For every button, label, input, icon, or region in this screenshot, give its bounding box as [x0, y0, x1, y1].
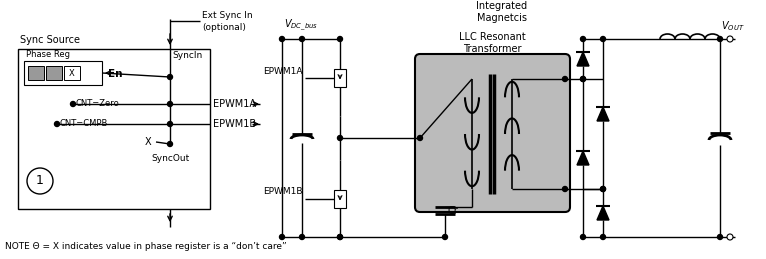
Polygon shape	[577, 151, 589, 165]
Circle shape	[300, 234, 305, 240]
Text: CNT=CMPB: CNT=CMPB	[60, 119, 108, 128]
Circle shape	[443, 234, 447, 240]
FancyBboxPatch shape	[334, 68, 346, 87]
Polygon shape	[597, 107, 609, 121]
Circle shape	[300, 37, 305, 41]
Circle shape	[727, 36, 733, 42]
Text: SyncIn: SyncIn	[172, 51, 202, 60]
Circle shape	[727, 234, 733, 240]
Circle shape	[601, 186, 605, 191]
Circle shape	[54, 121, 60, 126]
Circle shape	[417, 135, 423, 140]
Circle shape	[581, 76, 585, 82]
Text: $V_{DC\_bus}$: $V_{DC\_bus}$	[284, 18, 318, 33]
Text: SyncOut: SyncOut	[151, 154, 189, 163]
Circle shape	[27, 168, 53, 194]
Circle shape	[718, 37, 722, 41]
Text: NOTE Θ = X indicates value in phase register is a “don’t care”: NOTE Θ = X indicates value in phase regi…	[5, 242, 286, 251]
Text: (optional): (optional)	[202, 23, 246, 32]
Circle shape	[280, 37, 284, 41]
Text: CNT=Zero: CNT=Zero	[76, 99, 119, 109]
Text: En: En	[108, 69, 123, 79]
Circle shape	[70, 102, 76, 106]
Text: X: X	[69, 68, 75, 77]
Text: X: X	[145, 137, 152, 147]
Text: $V_{OUT}$: $V_{OUT}$	[721, 19, 745, 33]
Circle shape	[168, 75, 172, 80]
Circle shape	[168, 102, 172, 106]
Circle shape	[338, 37, 342, 41]
Circle shape	[601, 186, 605, 191]
FancyBboxPatch shape	[24, 61, 102, 85]
Text: EPWM1A: EPWM1A	[213, 99, 256, 109]
Text: LLC Resonant
Transformer: LLC Resonant Transformer	[459, 32, 525, 54]
Circle shape	[718, 234, 722, 240]
Circle shape	[581, 76, 585, 82]
Circle shape	[338, 234, 342, 240]
Circle shape	[581, 234, 585, 240]
FancyBboxPatch shape	[46, 66, 62, 80]
Text: EPWM1B: EPWM1B	[213, 119, 256, 129]
FancyBboxPatch shape	[64, 66, 80, 80]
FancyBboxPatch shape	[28, 66, 44, 80]
Circle shape	[168, 121, 172, 126]
FancyBboxPatch shape	[415, 54, 570, 212]
Text: Cr: Cr	[448, 206, 459, 216]
Circle shape	[280, 234, 284, 240]
Text: Integrated
Magnetcis: Integrated Magnetcis	[476, 1, 528, 23]
Circle shape	[562, 76, 568, 82]
Polygon shape	[577, 52, 589, 66]
Circle shape	[601, 37, 605, 41]
Text: Phase Reg: Phase Reg	[26, 50, 70, 59]
Text: Ext Sync In: Ext Sync In	[202, 11, 253, 19]
Text: Sync Source: Sync Source	[20, 35, 80, 45]
Circle shape	[581, 37, 585, 41]
Text: 1: 1	[36, 175, 44, 188]
Circle shape	[338, 135, 342, 140]
Text: EPWM1A: EPWM1A	[264, 67, 303, 76]
Circle shape	[168, 141, 172, 147]
Polygon shape	[597, 206, 609, 220]
Circle shape	[562, 186, 568, 191]
Circle shape	[601, 234, 605, 240]
Circle shape	[338, 234, 342, 240]
FancyBboxPatch shape	[334, 190, 346, 207]
Text: EPWM1B: EPWM1B	[264, 188, 303, 197]
FancyBboxPatch shape	[18, 49, 210, 209]
